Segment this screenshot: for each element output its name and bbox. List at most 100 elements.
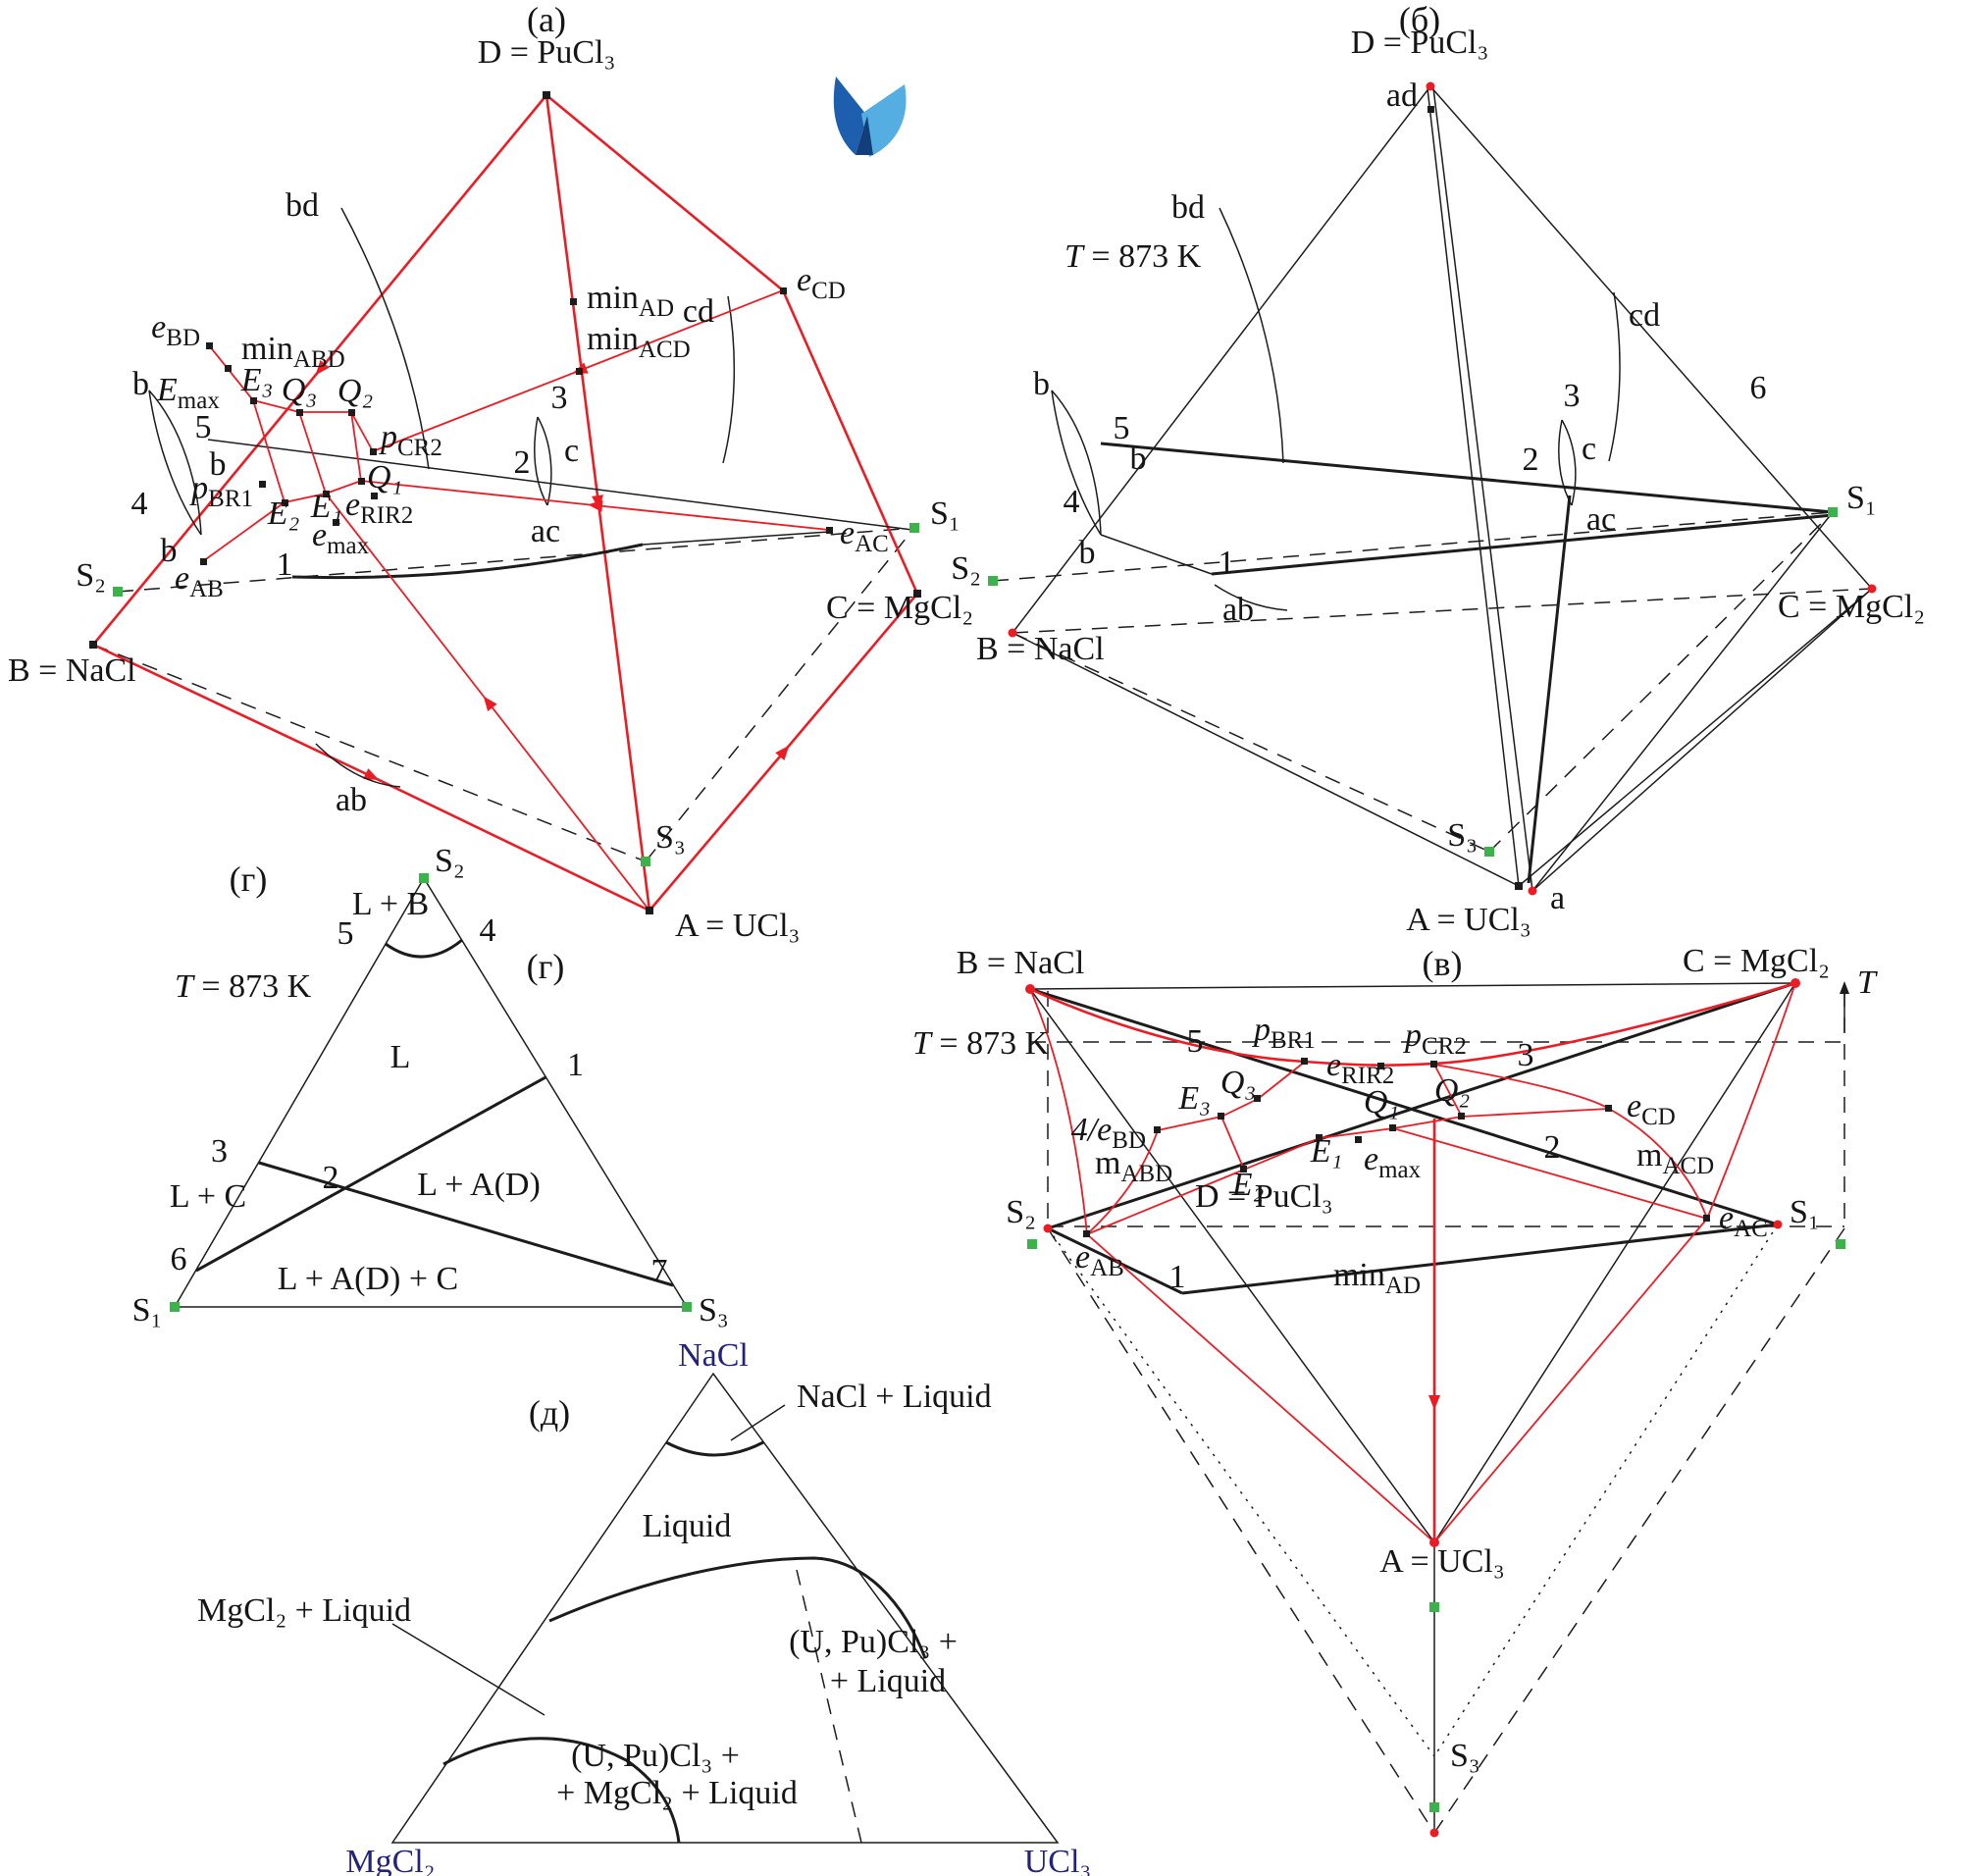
label-b3: b: [161, 533, 178, 569]
point-S2: [988, 576, 998, 586]
edge-A-C: [1518, 588, 1873, 887]
edge-D-a-right: [1432, 87, 1533, 892]
label-pCR2: pCR2: [1403, 1017, 1467, 1060]
curve-E1-Q1: [325, 480, 362, 495]
leader-MgCl2-Liquid: [391, 1623, 545, 1716]
red-E1-Q1: [1319, 1127, 1394, 1139]
point-pBR1: [259, 481, 266, 488]
point-eAC: [826, 527, 833, 534]
label-4-eBD: 4/eBD: [1071, 1112, 1146, 1154]
label-minABD: minABD: [241, 331, 345, 373]
label-minAD: minAD: [1333, 1257, 1421, 1299]
edge-A-C: [649, 593, 918, 912]
red-eBD-E3: [1157, 1116, 1222, 1131]
panel-b-tetrahedron: (б) D = PuCl₃ ad T = 873 K bd cd b 5 b 4…: [951, 0, 1925, 938]
label-E3: E₃: [240, 362, 274, 398]
red-E2-eAB: [1086, 1169, 1245, 1235]
label-vertex-D: D = PuCl₃: [1351, 25, 1489, 61]
publisher-logo-icon: [833, 77, 907, 157]
red-eAC-A: [1433, 1218, 1708, 1543]
point-minACD: [576, 368, 583, 375]
logo-left-wing: [833, 77, 867, 155]
region-L-AD: L + A(D): [417, 1167, 541, 1203]
curve-Q1-Q2: [350, 411, 362, 482]
point-pCR2: [370, 448, 377, 455]
label-vertex-C: C = MgCl₂: [1778, 589, 1925, 625]
label-E3: E₃: [1177, 1080, 1211, 1117]
edge-B-C: [1029, 982, 1796, 990]
label-n1: 1: [277, 547, 293, 583]
vertex-C: [913, 590, 921, 598]
red-E2-E1: [1243, 1137, 1321, 1171]
label-E1: E₁: [310, 489, 343, 525]
point-S1: [1828, 507, 1838, 517]
region-UPuCl3-MgCl2-line2: + MgCl₂ + Liquid: [556, 1775, 798, 1811]
label-n7: 7: [651, 1253, 668, 1289]
label-pCR2: pCR2: [379, 419, 442, 461]
lens-curve-c: [1558, 419, 1573, 506]
section-line-a-S1: [1531, 511, 1834, 892]
section-line-1-ac: [291, 543, 644, 580]
label-S2: S₂: [1006, 1194, 1036, 1230]
curve-Q2-pCR2: [350, 411, 374, 452]
vertex-A: [646, 907, 653, 914]
section-line-c-a: [1527, 495, 1572, 884]
point-minABD: [225, 365, 232, 372]
label-Q1: Q₁: [1364, 1084, 1399, 1120]
boundary-NaCl-field: [665, 1440, 764, 1457]
section-line-1-ac-S1: [1211, 513, 1834, 576]
label-eAC: eAC: [840, 515, 889, 557]
vertex-D: [543, 91, 550, 99]
section-curve-ab: [315, 743, 401, 788]
vertex-C: [1790, 978, 1800, 988]
label-pBR1: pBR1: [189, 470, 253, 512]
label-E1: E₁: [1310, 1133, 1343, 1170]
curve-eAB-E2: [202, 501, 285, 562]
label-cd: cd: [1629, 297, 1660, 334]
panel-d-triangle: (д) NaCl NaCl + Liquid Liquid MgCl₂ + Li…: [197, 1337, 1091, 1876]
point-E1: [1316, 1134, 1323, 1141]
edge-B-C-hidden: [1012, 588, 1873, 634]
lens-curve-c: [534, 416, 548, 506]
section-line-S2-1: [1047, 1226, 1183, 1295]
region-L-B: L + B: [352, 886, 429, 922]
label-vertex-B: B = NaCl: [976, 631, 1105, 667]
panel-g-triangle: (г) S₂ L + B 5 4 T = 873 K (г) L 1 3 2 L…: [132, 843, 729, 1329]
label-S1: S₁: [1846, 480, 1877, 516]
edge-D-B: [1012, 85, 1431, 634]
label-S2: S₂: [951, 550, 981, 587]
panel-v-tag: (в): [1423, 944, 1463, 983]
point-eAC: [1703, 1215, 1710, 1222]
section-line-1-S1: [1181, 1223, 1779, 1295]
section-line-C-S2: [1047, 981, 1796, 1230]
curve-eBD-E3: [208, 344, 254, 401]
label-ad: ad: [1386, 78, 1418, 114]
section-trace: [645, 527, 915, 862]
label-eAC: eAC: [1719, 1200, 1768, 1242]
edge-D-C: [1429, 85, 1873, 590]
label-S3: S₃: [1450, 1738, 1480, 1774]
label-vertex-A: A = UCl₃: [1379, 1543, 1504, 1580]
dotted-S2-S3: [1047, 1227, 1435, 1757]
vertex-C: [1867, 584, 1877, 594]
point-Q3: [1254, 1095, 1261, 1102]
point-eCD: [1605, 1105, 1612, 1112]
region-L-AD-C: L + A(D) + C: [278, 1261, 458, 1297]
edge-C-A: [1433, 982, 1796, 1543]
red-mABD-curve: [1086, 1129, 1159, 1235]
region-MgCl2-Liquid: MgCl₂ + Liquid: [197, 1592, 411, 1629]
panel-b-tag: (б): [1399, 0, 1440, 39]
point-S1: [1773, 1220, 1783, 1229]
edge-D-B: [91, 94, 548, 646]
section-curve-cd: [1608, 291, 1621, 462]
label-D: D = PuCl₃: [1195, 1178, 1333, 1215]
section-line: [642, 531, 830, 546]
dashed-tie-line: [796, 1569, 862, 1844]
section-curve-bd: [1219, 207, 1284, 464]
label-eRIR2: eRIR2: [345, 487, 413, 529]
label-n3: 3: [211, 1133, 228, 1170]
curve-A-emax-E1: [325, 493, 650, 912]
label-n5: 5: [1114, 410, 1130, 446]
red-Q2-eCD: [1461, 1108, 1610, 1118]
